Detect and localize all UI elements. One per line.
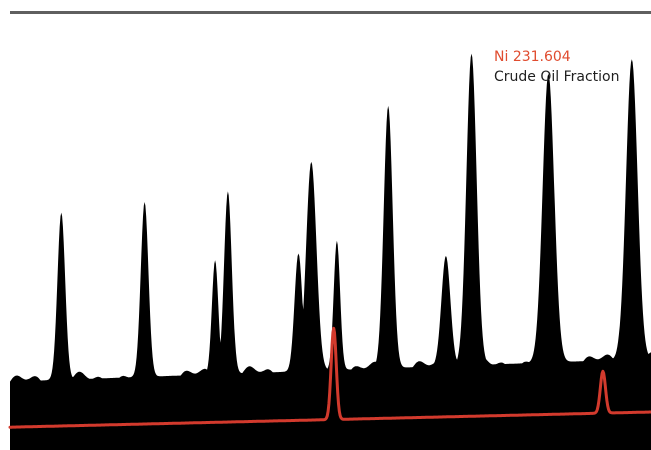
legend-entry-crude: Crude Oil Fraction: [494, 69, 620, 85]
legend-entry-ni: Ni 231.604: [494, 49, 571, 65]
legend: Ni 231.604 Crude Oil Fraction: [494, 47, 620, 87]
series-ni-231-604: [8, 326, 651, 429]
top-rule: [10, 11, 651, 14]
